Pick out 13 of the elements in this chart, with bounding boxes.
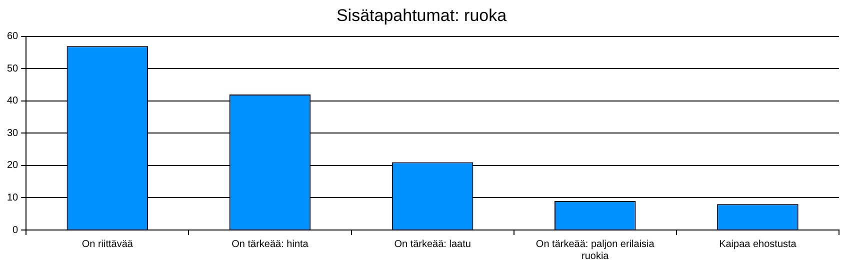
y-tick-label: 60 (7, 31, 19, 42)
y-tick-label: 30 (7, 128, 19, 139)
x-tick-label: On tärkeää: hinta (232, 238, 309, 250)
y-tick-label: 50 (7, 63, 19, 74)
y-tick-label: 0 (12, 224, 19, 236)
x-tick-label: On tärkeää: laatu (394, 238, 471, 250)
x-tick-label: Kaipaa ehostusta (719, 238, 797, 250)
x-tick-label: On riittävää (82, 238, 134, 250)
x-tick-label: On tärkeää: paljon erilaisia ruokia (536, 238, 655, 262)
y-tick-label: 40 (7, 96, 19, 107)
y-tick-label: 10 (7, 192, 19, 204)
y-tick-label: 20 (7, 160, 19, 172)
chart-title: Sisätapahtumat: ruoka (336, 6, 508, 25)
